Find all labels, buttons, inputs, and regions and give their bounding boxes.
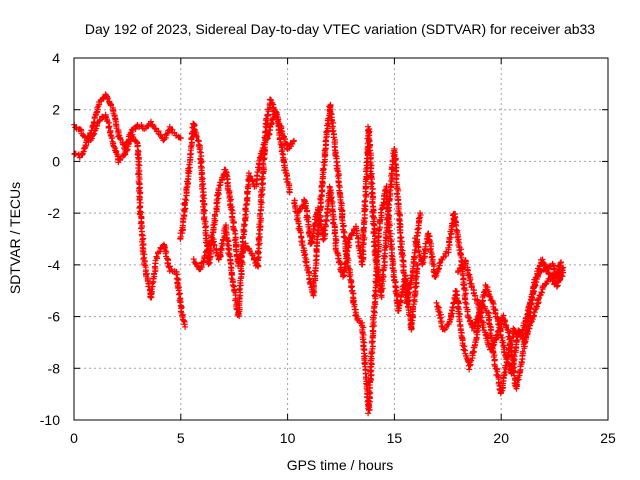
- y-tick-label: -6: [48, 309, 61, 325]
- y-tick-label: -4: [48, 257, 61, 273]
- x-tick-label: 0: [70, 430, 78, 446]
- y-tick-label: -2: [48, 205, 61, 221]
- x-tick-label: 20: [493, 430, 509, 446]
- x-tick-label: 15: [387, 430, 403, 446]
- scatter-markers: [71, 111, 189, 330]
- scatter-markers: [412, 210, 567, 377]
- series-track-f: [294, 123, 424, 307]
- scatter-markers: [190, 96, 293, 273]
- data-series: [71, 91, 567, 417]
- series-track-g: [412, 210, 567, 377]
- series-track-i: [455, 256, 565, 392]
- y-tick-label: 0: [52, 153, 60, 169]
- scatter-markers: [455, 256, 565, 392]
- x-tick-label: 5: [177, 430, 185, 446]
- chart-title: Day 192 of 2023, Sidereal Day-to-day VTE…: [85, 21, 595, 37]
- series-track-d: [190, 96, 293, 273]
- scatter-markers: [291, 101, 421, 417]
- x-tick-label: 10: [280, 430, 296, 446]
- x-tick-label: 25: [600, 430, 616, 446]
- y-tick-label: 4: [52, 50, 60, 66]
- y-axis-label: SDTVAR / TECUs: [7, 182, 23, 294]
- scatter-markers: [294, 123, 424, 307]
- y-tick-label: 2: [52, 102, 60, 118]
- x-axis-label: GPS time / hours: [287, 457, 394, 473]
- plot-frame: [73, 57, 609, 421]
- series-track-b: [71, 111, 189, 330]
- y-tick-label: -10: [40, 412, 60, 428]
- series-track-e: [291, 101, 421, 417]
- y-tick-label: -8: [48, 360, 61, 376]
- axis-ticks: 0 5 10 15 20 25 -10 -8 -6 -4 -2 0 2 4: [40, 50, 616, 446]
- grid-lines: [74, 58, 608, 420]
